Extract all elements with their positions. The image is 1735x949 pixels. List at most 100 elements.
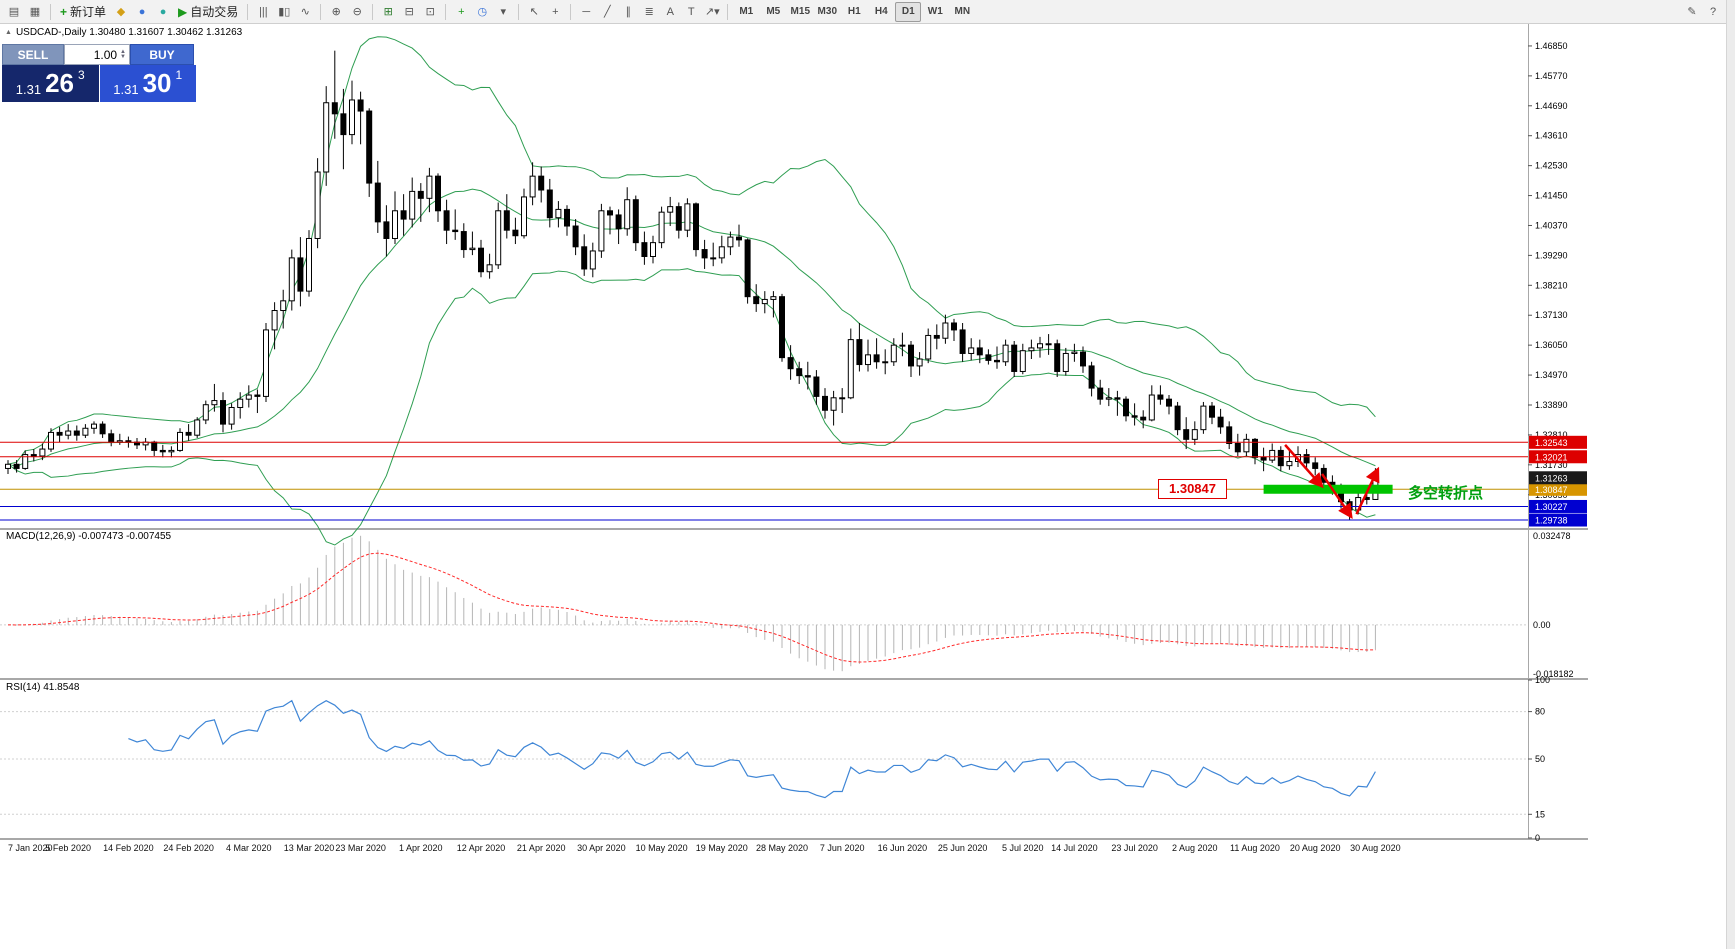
timeframe-button-w1[interactable]: W1 [927,6,943,17]
svg-text:30 Apr 2020: 30 Apr 2020 [577,843,626,853]
timeframe-button-m5[interactable]: M5 [766,6,781,17]
templates-icon[interactable]: ▾ [500,6,507,18]
timeframe-button-h1[interactable]: H1 [847,6,861,17]
toolbar-separator [570,3,572,20]
zoom-in-icon[interactable]: ⊕ [331,6,341,18]
svg-text:2 Aug 2020: 2 Aug 2020 [1172,843,1218,853]
arrange-windows-icon[interactable]: ⊡ [425,6,435,18]
svg-text:16 Jun 2020: 16 Jun 2020 [878,843,928,853]
edit-icon[interactable]: ✎ [1687,6,1697,18]
timeframe-button-h4[interactable]: H4 [874,6,888,17]
autotrading-button[interactable]: ▶ 自动交易 [174,2,242,22]
toolbar-separator [727,3,729,20]
zoom-out-icon[interactable]: ⊖ [352,6,362,18]
buy-price-display[interactable]: 1.31 30 1 [99,65,196,102]
chart-window-icon[interactable]: ▤ [8,6,20,18]
new-order-button[interactable]: + 新订单 [56,2,110,22]
price-annotation-box[interactable]: 1.30847 [1158,479,1227,499]
svg-text:7 Jan 2020: 7 Jan 2020 [8,843,53,853]
buy-price-main: 30 [142,68,172,98]
toolbar-separator [320,3,322,20]
crosshair-icon[interactable]: + [552,5,559,18]
svg-text:13 Mar 2020: 13 Mar 2020 [284,843,335,853]
pivot-text-annotation[interactable]: 多空转折点 [1408,485,1484,502]
profiles-icon[interactable]: ▦ [29,6,41,18]
bar-chart-icon[interactable]: ||| [258,5,268,18]
trendline-icon[interactable]: ╱ [603,6,611,18]
label-icon[interactable]: T [687,5,695,18]
svg-text:10 May 2020: 10 May 2020 [636,843,688,853]
buy-price-prefix: 1.31 [113,82,139,97]
candlestick-chart-icon[interactable]: ▮▯ [278,6,291,18]
toolbar-separator [50,3,51,20]
trend-arrows[interactable] [1284,444,1380,519]
price-axis: 1.46850 1.45770 1.44690 1.43610 1.42530 1.414… [1528,41,1587,527]
toolbar-separator [518,3,520,20]
svg-text:1.30227: 1.30227 [1535,502,1568,512]
market-icon[interactable]: ● [138,5,146,18]
volume-value: 1.00 [93,47,118,62]
svg-text:80: 80 [1535,707,1545,717]
line-chart-icon[interactable]: ∿ [300,6,310,18]
svg-text:1.30847: 1.30847 [1535,485,1568,495]
toolbar-separator [445,3,447,20]
sell-price-sup: 3 [78,68,85,82]
svg-text:20 Aug 2020: 20 Aug 2020 [1290,843,1341,853]
svg-text:0.032478: 0.032478 [1533,531,1571,541]
svg-text:12 Apr 2020: 12 Apr 2020 [457,843,506,853]
channel-icon[interactable]: ∥ [625,6,632,18]
symbol-header: ▲ USDCAD-,Daily 1.30480 1.31607 1.30462 … [5,27,242,38]
main-toolbar: ▤ ▦ + 新订单 ◆ ● ● ▶ 自动交易 ||| ▮▯ ∿ ⊕ ⊖ ⊞ ⊟ ⊡ + ◷ ▾ ↖ + ─ ╱ ∥ ≣ A T ↗▾ M1… [0,0,1727,24]
svg-text:5 Jul 2020: 5 Jul 2020 [1002,843,1044,853]
cursor-icon[interactable]: ↖ [529,6,539,18]
new-chart-icon[interactable]: + [458,5,465,18]
new-order-label: 新订单 [70,5,107,19]
svg-text:23 Mar 2020: 23 Mar 2020 [335,843,386,853]
svg-text:14 Jul 2020: 14 Jul 2020 [1051,843,1098,853]
svg-text:1 Apr 2020: 1 Apr 2020 [399,843,443,853]
help-icon[interactable]: ? [1709,5,1717,18]
toolbar-separator [372,3,374,20]
svg-text:1.32810: 1.32810 [1535,430,1568,440]
svg-text:11 Aug 2020: 11 Aug 2020 [1230,843,1280,853]
symbol-ohlc-text: USDCAD-,Daily 1.30480 1.31607 1.30462 1.… [15,27,243,38]
volume-input[interactable]: 1.00 ▲ ▼ [64,44,130,65]
timeframe-button-m1[interactable]: M1 [739,6,754,17]
cascade-windows-icon[interactable]: ⊟ [404,6,414,18]
expand-triangle-icon[interactable]: ▲ [5,29,12,36]
shapes-icon[interactable]: ↗▾ [704,6,720,18]
window-edge-strip[interactable] [1726,0,1735,949]
rsi-indicator-label: RSI(14) 41.8548 [6,682,80,693]
svg-text:1.33890: 1.33890 [1535,400,1568,410]
chart-canvas[interactable]: 1.46850 1.45770 1.44690 1.43610 1.42530 1.414… [0,24,1588,860]
timeframe-button-m15[interactable]: M15 [790,6,810,17]
sell-price-main: 26 [45,68,75,98]
svg-text:1.32021: 1.32021 [1535,452,1568,462]
new-order-icon: + [60,4,68,19]
macd-indicator-label: MACD(12,26,9) -0.007473 -0.007455 [6,531,172,542]
svg-text:21 Apr 2020: 21 Apr 2020 [517,843,566,853]
sell-price-display[interactable]: 1.31 26 3 [2,65,99,102]
text-icon[interactable]: A [666,5,674,18]
tile-windows-icon[interactable]: ⊞ [383,6,393,18]
one-click-trading-panel: SELL 1.00 ▲ ▼ BUY 1.31 26 3 1.31 30 1 [2,44,196,102]
svg-text:1.37130: 1.37130 [1535,310,1568,320]
svg-text:100: 100 [1535,675,1550,685]
svg-text:0: 0 [1535,833,1540,843]
volume-spinner-icon[interactable]: ▲ ▼ [120,48,126,60]
horizontal-line-icon[interactable]: ─ [582,5,591,18]
svg-text:1.44690: 1.44690 [1535,101,1568,111]
autotrading-label: 自动交易 [190,5,239,19]
sell-button[interactable]: SELL [2,44,64,65]
buy-button[interactable]: BUY [130,44,194,65]
fibonacci-icon[interactable]: ≣ [644,6,654,18]
timeframe-button-mn[interactable]: MN [954,6,971,17]
timeframe-button-d1[interactable]: D1 [895,1,922,22]
buy-price-sup: 1 [175,68,183,82]
period-clock-icon[interactable]: ◷ [477,6,488,18]
signals-icon[interactable]: ● [159,5,167,18]
metaeditor-icon[interactable]: ◆ [116,6,126,18]
svg-text:1.36050: 1.36050 [1535,340,1568,350]
timeframe-button-m30[interactable]: M30 [817,6,837,17]
